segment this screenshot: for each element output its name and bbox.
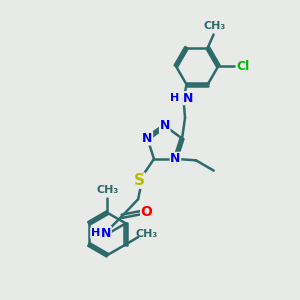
- Text: N: N: [101, 226, 111, 240]
- Text: CH₃: CH₃: [203, 21, 225, 31]
- Text: Cl: Cl: [236, 60, 249, 73]
- Text: N: N: [170, 152, 181, 165]
- Text: N: N: [183, 92, 193, 105]
- Text: S: S: [134, 173, 145, 188]
- Text: CH₃: CH₃: [135, 229, 158, 239]
- Text: CH₃: CH₃: [96, 185, 118, 195]
- Text: H: H: [169, 93, 179, 103]
- Text: O: O: [141, 205, 153, 219]
- Text: H: H: [91, 228, 100, 238]
- Text: N: N: [142, 132, 152, 145]
- Text: N: N: [160, 119, 170, 132]
